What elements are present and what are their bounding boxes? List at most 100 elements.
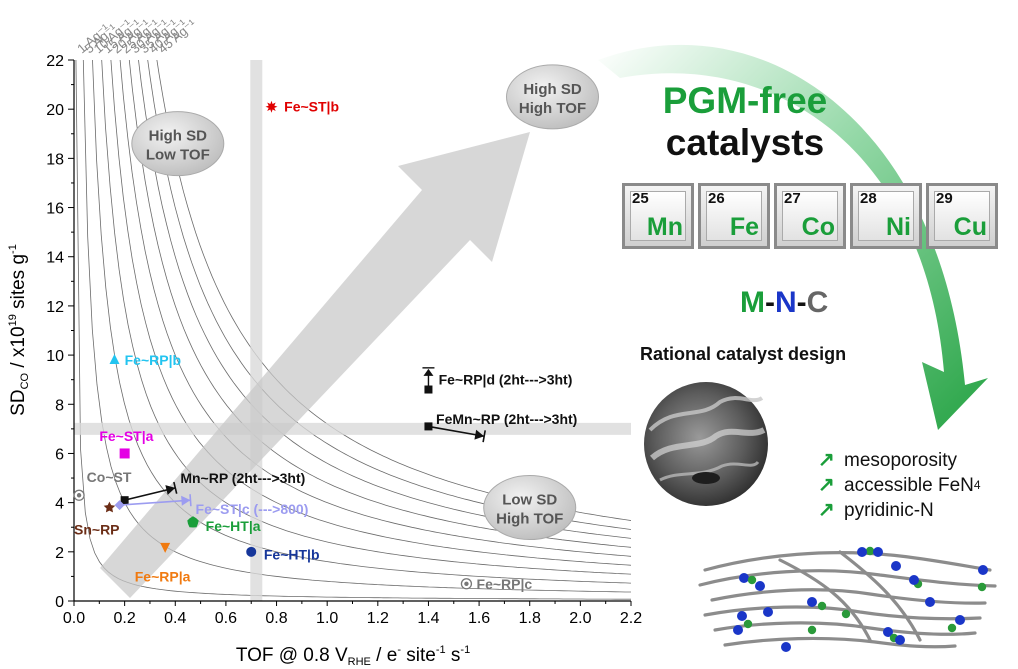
point-label-3: Fe~ST|a <box>99 428 153 444</box>
up-right-arrow-icon: ↗ <box>818 474 835 496</box>
mnc-dash-2: - <box>796 286 807 319</box>
region-label-3-line1: Low SD <box>502 492 557 509</box>
horizontal-threshold-band <box>74 422 631 435</box>
element-tile-face <box>706 191 762 241</box>
plot-area: 1 Ag⁻¹5 Ag⁻¹10 Ag⁻¹15 Ag⁻¹20 Ag⁻¹25 Ag⁻¹… <box>7 16 642 668</box>
atom-dot <box>807 597 817 607</box>
iso-curve-6 <box>119 60 631 557</box>
atom-dot <box>873 547 883 557</box>
atom-dot <box>807 625 817 635</box>
atom-dot <box>891 561 901 571</box>
point-1 <box>265 100 278 113</box>
point-label-5: Sn~RP <box>74 522 120 538</box>
x-axis-title: TOF @ 0.8 VRHE / e- site-1 s-1 <box>236 644 470 668</box>
atom-dot <box>755 581 765 591</box>
range-marker-high <box>423 368 434 376</box>
mnc-dash-1: - <box>765 286 775 319</box>
transition-end-bar-3 <box>482 430 486 443</box>
y-tick-label: 8 <box>55 397 64 414</box>
point-label-9: Fe~RP|c <box>477 576 533 592</box>
transition-start-marker-2 <box>114 500 125 511</box>
periodic-elements: 25 Mn 26 Fe 27 Co 28 Ni 29 Cu <box>622 183 998 249</box>
iso-curve-1 <box>75 60 631 600</box>
atom-dot <box>925 597 935 607</box>
transition-arrowhead-3 <box>474 429 485 440</box>
element-number: 26 <box>708 190 725 207</box>
iso-curve-7 <box>128 60 631 548</box>
x-tick-label: 0.4 <box>164 610 186 627</box>
transition-arrows: Mn~RP (2ht--->3ht) Fe~ST|c (--->800) FeMn~… <box>114 367 577 517</box>
x-tick-label: 1.8 <box>519 610 541 627</box>
element-tile-ni: 28 Ni <box>850 183 922 249</box>
y-tick-label: 20 <box>46 102 64 119</box>
y-tick-label: 0 <box>55 594 64 611</box>
atom-dot <box>747 575 757 585</box>
x-tick-label: 1.2 <box>367 610 389 627</box>
region-label-1-line2: Low TOF <box>146 147 210 164</box>
atom-dot <box>841 609 851 619</box>
region-label-3-line2: High TOF <box>496 511 563 528</box>
element-tile-fe: 26 Fe <box>698 183 770 249</box>
transition-end-bar-1 <box>173 481 178 494</box>
carbon-sheet-schematic <box>698 546 997 652</box>
range-marker-label: Fe~RP|d (2ht--->3ht) <box>439 372 573 388</box>
x-tick-label: 2.0 <box>569 610 591 627</box>
pgm-title: PGM-free catalysts <box>600 80 890 164</box>
transition-line-3 <box>428 425 485 438</box>
element-tile-face <box>630 191 686 241</box>
carbon-sheet-4 <box>703 605 982 621</box>
point-8 <box>246 546 257 557</box>
feature-list: ↗ mesoporosity ↗ accessible FeN 4 ↗ pyridinic-… <box>818 448 981 523</box>
mnc-m: M <box>740 286 765 319</box>
atom-dot <box>739 573 749 583</box>
y-tick-label: 2 <box>55 545 64 562</box>
element-symbol: Fe <box>729 213 759 241</box>
region-ellipse-2 <box>506 64 600 130</box>
atom-dot <box>895 635 905 645</box>
region-ellipses: High SD Low TOF High SD High TOF Low SD High … <box>131 64 600 541</box>
x-tick-label: 0.2 <box>114 610 136 627</box>
pgm-title-line2: catalysts <box>665 122 825 163</box>
transition-arrowhead-2 <box>181 495 191 506</box>
y-axis-title: SDCO / x1019 sites g-1 <box>7 244 31 416</box>
x-tick-label: 1.6 <box>468 610 490 627</box>
transition-label-3: FeMn~RP (2ht--->3ht) <box>436 411 577 427</box>
region-label-2-line2: High TOF <box>519 100 586 117</box>
point-label-4: Co~ST <box>87 469 132 485</box>
y-tick-label: 22 <box>46 53 64 70</box>
point-label-8: Fe~HT|b <box>264 546 320 562</box>
point-label-7: Fe~RP|a <box>135 568 191 584</box>
design-label: Rational catalyst design <box>640 344 847 364</box>
feature-item: ↗ pyridinic-N <box>818 498 981 523</box>
atom-dot <box>909 575 919 585</box>
element-number: 28 <box>860 190 877 207</box>
feature-subscript: 4 <box>973 478 981 492</box>
x-tick-label: 0.6 <box>215 610 237 627</box>
atom-dot <box>955 615 965 625</box>
y-tick-label: 4 <box>55 496 64 513</box>
element-number: 27 <box>784 190 801 207</box>
atom-dot <box>977 582 987 592</box>
y-tick-label: 12 <box>46 299 64 316</box>
region-label-1-line1: High SD <box>149 128 207 145</box>
x-tick-label: 1.4 <box>417 610 439 627</box>
mnc-label: M-N-C <box>740 286 828 320</box>
element-symbol: Co <box>801 213 835 241</box>
feature-text: pyridinic-N <box>844 500 934 521</box>
feature-text: accessible FeN <box>844 475 974 496</box>
point-4-core <box>76 493 82 498</box>
feature-text: mesoporosity <box>844 450 957 471</box>
transition-label-2: Fe~ST|c (--->800) <box>196 501 309 517</box>
y-tick-label: 16 <box>46 201 64 218</box>
iso-current-labels: 1 Ag⁻¹5 Ag⁻¹10 Ag⁻¹15 Ag⁻¹20 Ag⁻¹25 Ag⁻¹… <box>74 16 199 56</box>
transition-end-bar-2 <box>189 494 192 507</box>
carbon-sheet-3 <box>710 588 987 605</box>
element-symbol: Mn <box>646 213 683 241</box>
x-tick-label: 1.0 <box>316 610 338 627</box>
element-tile-face <box>782 191 838 241</box>
mnc-n: N <box>775 286 797 319</box>
y-tick-label: 6 <box>55 446 64 463</box>
atom-dot <box>978 565 988 575</box>
element-symbol: Cu <box>953 213 987 241</box>
